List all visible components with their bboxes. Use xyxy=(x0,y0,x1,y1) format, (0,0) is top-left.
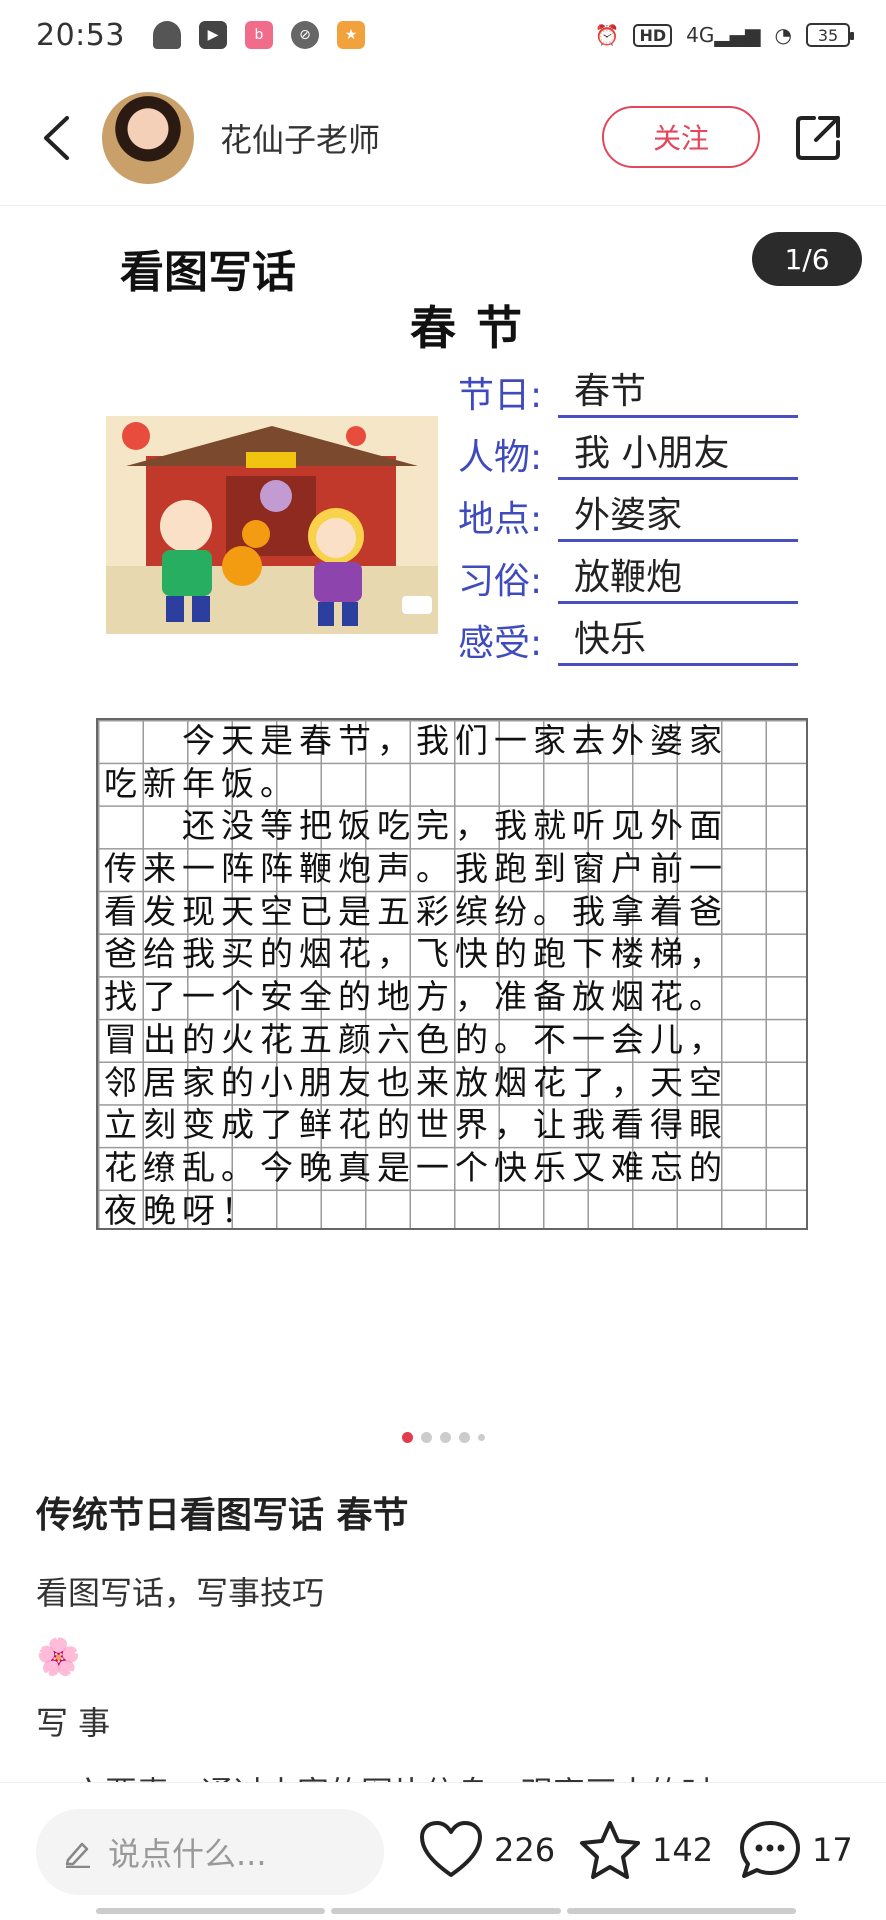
essay-line: 吃新年饭。 xyxy=(104,763,299,803)
info-label: 习俗: xyxy=(458,561,543,602)
essay-line: 花缭乱。今晚真是一个快乐又难忘的 xyxy=(104,1147,728,1187)
author-name[interactable]: 花仙子老师 xyxy=(220,120,381,159)
post-image[interactable]: 1/6 看图写话 春节 节日: 春节 人物: 我 小朋友 xyxy=(0,206,886,1446)
signal-icon: 4G▂▄▆ xyxy=(686,23,761,47)
carousel-dot xyxy=(420,1432,432,1443)
essay-line: 看发现天空已是五彩缤纷。我拿着爸 xyxy=(104,891,728,931)
worksheet-subtitle: 春节 xyxy=(410,301,542,355)
chevron-left-icon xyxy=(44,115,69,160)
info-row-holiday: 节日: 春节 xyxy=(458,356,798,418)
nav-segment xyxy=(331,1908,561,1914)
comment-placeholder: 说点什么... xyxy=(108,1835,267,1873)
star-icon xyxy=(580,1821,640,1879)
essay-line: 传来一阵阵鞭炮声。我跑到窗户前一 xyxy=(104,849,728,889)
like-count: 226 xyxy=(494,1831,556,1869)
essay-line: 邻居家的小朋友也来放烟花了，天空 xyxy=(104,1062,728,1102)
bottom-action-bar: 说点什么... 226 142 17 xyxy=(0,1782,886,1920)
info-row-place: 地点: 外婆家 xyxy=(458,480,798,542)
bilibili-icon: b xyxy=(244,21,273,49)
worksheet-title: 看图写话 xyxy=(120,247,296,298)
essay-line: 夜晚呀！ xyxy=(104,1190,260,1230)
info-label: 地点: xyxy=(458,499,543,540)
info-label: 人物: xyxy=(458,437,543,478)
post-text-line: 写 事 xyxy=(36,1704,111,1742)
battery-icon: 35 xyxy=(806,23,854,47)
post-header: 花仙子老师 关注 xyxy=(0,70,886,206)
info-row-custom: 习俗: 放鞭炮 xyxy=(458,542,798,604)
network-type: 4G xyxy=(686,23,715,47)
post-text-line: 看图写话，写事技巧 xyxy=(36,1574,325,1612)
info-label: 节日: xyxy=(458,375,543,416)
carousel-dot xyxy=(439,1432,451,1443)
essay-line: 找了一个安全的地方，准备放烟花。 xyxy=(104,977,728,1017)
pencil-icon xyxy=(65,1842,90,1868)
grid-lines xyxy=(98,720,806,1228)
bell-icon xyxy=(152,21,181,49)
heart-icon xyxy=(420,1821,482,1877)
system-icons: ⏰ HD 4G▂▄▆ ◔ 35 xyxy=(594,23,854,47)
essay-text: 今天是春节，我们一家去外婆家 吃新年饭。 还没等把饭吃完，我就听见外面 传来一阵… xyxy=(98,720,806,1230)
essay-line: 还没等把饭吃完，我就听见外面 xyxy=(104,806,728,846)
notification-icons: ▶ b ⊘ ★ xyxy=(152,21,365,49)
hd-icon: HD xyxy=(633,23,673,47)
wifi-icon: ◔ xyxy=(774,23,792,47)
app-icon: ⊘ xyxy=(290,21,319,49)
status-bar: 20:53 ▶ b ⊘ ★ ⏰ HD 4G▂▄▆ ◔ 35 xyxy=(0,0,886,70)
info-value: 春节 xyxy=(558,366,798,418)
worksheet-info-list: 节日: 春节 人物: 我 小朋友 地点: 外婆家 习俗: 放鞭炮 感受: 快乐 xyxy=(458,356,798,666)
nav-segment xyxy=(566,1908,796,1914)
carousel-dot-active xyxy=(401,1432,413,1443)
favorite-button[interactable]: 142 xyxy=(578,1819,713,1881)
comment-input[interactable]: 说点什么... xyxy=(36,1809,384,1895)
essay-line: 今天是春节，我们一家去外婆家 xyxy=(104,721,728,760)
carousel-dot xyxy=(458,1432,470,1443)
share-icon xyxy=(796,116,840,160)
flower-emoji: 🌸 xyxy=(36,1637,81,1678)
info-value: 外婆家 xyxy=(558,490,798,542)
carousel-dot xyxy=(477,1434,485,1441)
share-button[interactable] xyxy=(790,110,846,166)
info-row-people: 人物: 我 小朋友 xyxy=(458,418,798,480)
video-app-icon: ▶ xyxy=(198,21,227,49)
essay-line: 冒出的火花五颜六色的。不一会儿， xyxy=(104,1019,728,1059)
info-row-feeling: 感受: 快乐 xyxy=(458,604,798,666)
info-value: 快乐 xyxy=(558,614,798,666)
spring-festival-illustration xyxy=(106,416,438,634)
comments-button[interactable]: 17 xyxy=(738,1819,853,1881)
battery-level: 35 xyxy=(817,25,839,45)
like-button[interactable]: 226 xyxy=(418,1819,555,1881)
info-value: 我 小朋友 xyxy=(558,428,798,480)
info-value: 放鞭炮 xyxy=(558,552,798,604)
post-body: 传统节日看图写话 春节 看图写话，写事技巧 🌸 写 事 ✔ 六要素：通过丰富的图… xyxy=(36,1486,856,1814)
essay-grid: 今天是春节，我们一家去外婆家 吃新年饭。 还没等把饭吃完，我就听见外面 传来一阵… xyxy=(96,718,808,1230)
game-app-icon: ★ xyxy=(336,21,365,49)
nav-segment xyxy=(96,1908,326,1914)
info-label: 感受: xyxy=(458,623,543,664)
follow-button[interactable]: 关注 xyxy=(602,106,760,168)
carousel-dots xyxy=(0,1432,886,1443)
comment-bubble-icon xyxy=(740,1821,800,1878)
comment-count: 17 xyxy=(812,1831,853,1869)
post-title: 传统节日看图写话 春节 xyxy=(36,1495,409,1536)
back-button[interactable] xyxy=(26,108,86,168)
image-counter: 1/6 xyxy=(752,232,862,286)
favorite-count: 142 xyxy=(652,1831,714,1869)
essay-line: 爸给我买的烟花，飞快的跑下楼梯， xyxy=(104,934,728,974)
navigation-bar xyxy=(96,1908,796,1914)
essay-line: 立刻变成了鲜花的世界，让我看得眼 xyxy=(104,1105,728,1145)
status-time: 20:53 xyxy=(36,17,125,53)
alarm-icon: ⏰ xyxy=(594,23,620,47)
author-avatar[interactable] xyxy=(102,91,194,184)
